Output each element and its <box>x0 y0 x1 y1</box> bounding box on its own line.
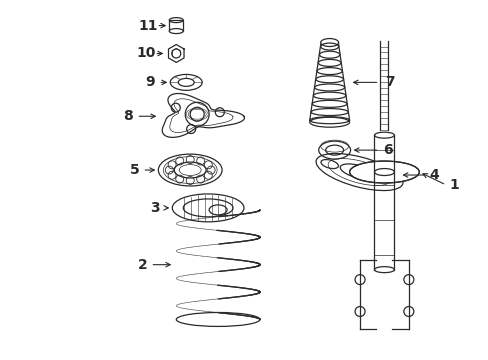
Text: 8: 8 <box>123 109 133 123</box>
Text: 3: 3 <box>150 201 160 215</box>
Text: 2: 2 <box>137 258 147 272</box>
Text: 10: 10 <box>137 46 156 60</box>
Text: 9: 9 <box>145 75 155 89</box>
Text: 6: 6 <box>382 143 391 157</box>
Text: 11: 11 <box>138 19 158 33</box>
Bar <box>169 20 183 31</box>
Ellipse shape <box>374 267 394 273</box>
Text: 1: 1 <box>448 178 458 192</box>
Ellipse shape <box>169 28 183 33</box>
Text: 7: 7 <box>384 75 393 89</box>
Ellipse shape <box>349 161 419 183</box>
Text: 4: 4 <box>428 168 438 182</box>
Text: 5: 5 <box>129 163 139 177</box>
